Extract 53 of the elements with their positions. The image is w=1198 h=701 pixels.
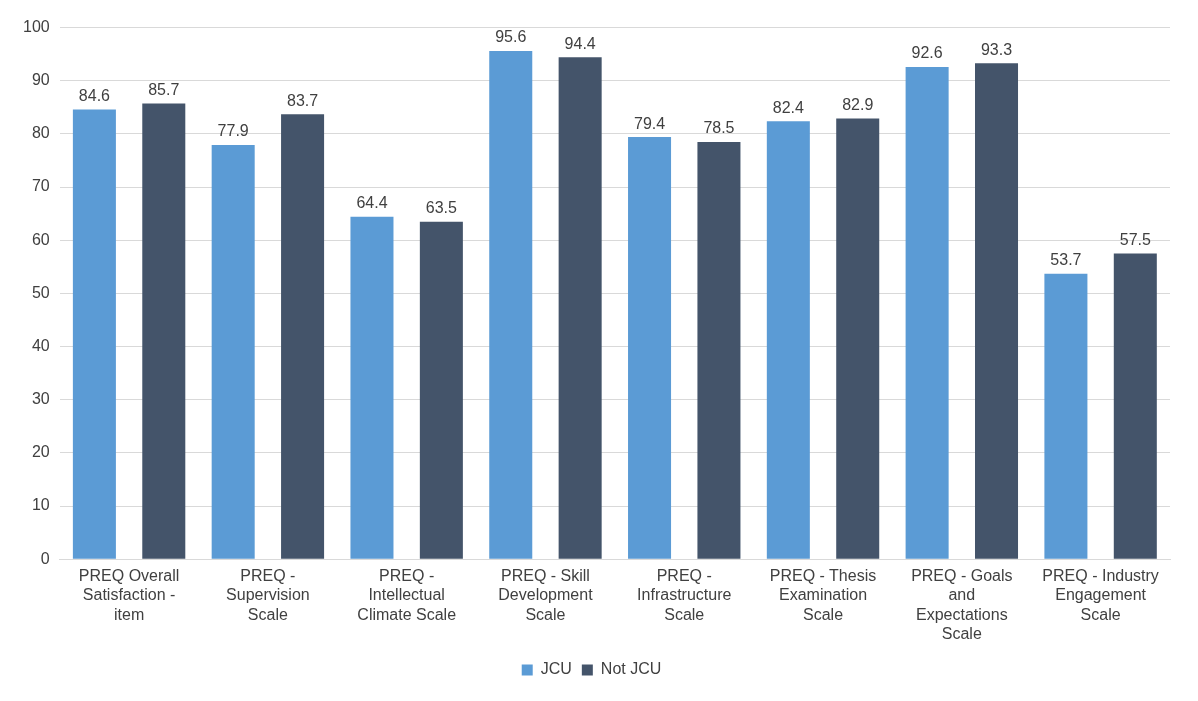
x-tick-label: PREQ - Industry Engagement Scale [1042, 567, 1159, 623]
data-label: 83.7 [287, 91, 319, 109]
bar [905, 66, 949, 559]
data-label: 84.6 [78, 86, 111, 104]
data-label: 64.4 [356, 194, 388, 212]
data-label: 93.3 [980, 40, 1013, 58]
bar [628, 137, 672, 559]
data-label: 92.6 [911, 44, 943, 62]
bar [350, 216, 394, 559]
bar [558, 57, 602, 559]
y-tick-label: 80 [31, 124, 50, 142]
data-label: 79.4 [633, 114, 666, 132]
data-label: 53.7 [1050, 251, 1082, 269]
data-label: 82.9 [842, 95, 874, 113]
data-label: 82.4 [772, 98, 804, 116]
legend-label: Not JCU [600, 660, 662, 678]
bar [142, 103, 186, 559]
data-label: 57.5 [1119, 230, 1151, 248]
bar [281, 114, 325, 559]
x-tick-label: PREQ - Infrastructure Scale [637, 567, 732, 623]
x-tick-label: PREQ - Supervision Scale [226, 567, 310, 623]
bar [1113, 253, 1157, 559]
y-tick-label: 60 [31, 230, 50, 248]
x-tick-label: PREQ - Goals and Expectations Scale [911, 567, 1013, 642]
y-tick-label: 40 [31, 336, 50, 354]
bar [836, 118, 880, 559]
bar [211, 145, 255, 559]
bar [697, 141, 741, 559]
data-label: 85.7 [148, 81, 180, 99]
data-label: 77.9 [217, 122, 249, 140]
data-label: 94.4 [564, 34, 596, 52]
bar [1044, 273, 1088, 559]
y-tick-label: 30 [31, 390, 50, 408]
x-tick-label: PREQ - Intellectual Climate Scale [357, 567, 457, 623]
legend-label: JCU [540, 660, 572, 678]
data-label: 63.5 [425, 199, 458, 217]
bar [489, 50, 533, 559]
y-tick-label: 10 [31, 496, 50, 514]
x-tick-label: PREQ - Skill Development Scale [498, 567, 594, 623]
y-tick-label: 20 [31, 443, 50, 461]
x-tick-label: PREQ Overall Satisfaction - item [78, 567, 180, 623]
bar [72, 109, 116, 559]
bar [419, 221, 463, 559]
y-tick-label: 70 [31, 177, 50, 195]
y-tick-label: 50 [31, 283, 50, 301]
x-tick-label: PREQ - Thesis Examination Scale [769, 567, 877, 623]
bar [766, 121, 810, 559]
y-tick-label: 0 [40, 549, 50, 567]
data-label: 78.5 [703, 119, 735, 137]
y-tick-label: 100 [22, 18, 50, 36]
bar [975, 63, 1019, 559]
data-label: 95.6 [495, 28, 527, 46]
y-tick-label: 90 [31, 71, 50, 89]
